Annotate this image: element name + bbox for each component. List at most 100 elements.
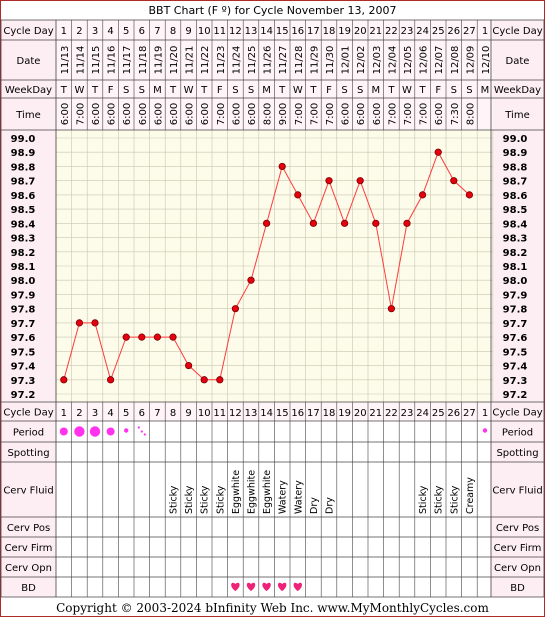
weekday-cell: S [341, 85, 347, 96]
cycle-day-cell-bottom: 2 [76, 408, 82, 419]
cerv-fluid-cell: Sticky [184, 485, 195, 514]
period-medium-dot [106, 427, 115, 436]
cycle-day-cell-bottom: 8 [170, 408, 176, 419]
weekday-cell: S [123, 85, 129, 96]
cycle-day-cell: 7 [154, 26, 160, 37]
cycle-day-cell: 6 [139, 26, 145, 37]
date-cell: 11/26 [263, 46, 274, 75]
temp-label-right: 97.3 [503, 376, 528, 387]
cycle-day-cell: 9 [185, 26, 191, 37]
cycle-day-cell-bottom: 3 [92, 408, 98, 419]
temperature-point [122, 333, 130, 341]
weekday-cell: W [184, 85, 194, 96]
cerv-fluid-cell: Sticky [169, 485, 180, 514]
time-cell: 7:00 [387, 103, 398, 125]
time-label-left: Time [15, 110, 40, 121]
date-cell: 11/16 [107, 46, 118, 75]
cycle-day-label-right: Cycle Day [492, 26, 542, 37]
temperature-point [372, 219, 380, 227]
cycle-day-cell-bottom: 1 [61, 408, 67, 419]
weekday-cell: F [217, 85, 223, 96]
cycle-day-cell-bottom: 5 [123, 408, 129, 419]
weekday-cell: W [74, 85, 84, 96]
time-cell: 6:00 [247, 103, 258, 125]
weekday-cell: T [387, 85, 395, 96]
temperature-point [107, 376, 115, 384]
temperature-point [231, 305, 239, 313]
cerv-fluid-cell: Eggwhite [247, 470, 258, 514]
date-cell: 11/14 [75, 46, 86, 75]
cycle-day-cell-bottom: 10 [198, 408, 211, 419]
time-cell: 6:00 [356, 103, 367, 125]
cycle-day-cell-bottom: 20 [354, 408, 367, 419]
cycle-day-bottom-label-right: Cycle Day [492, 408, 542, 419]
date-cell: 11/19 [153, 46, 164, 75]
temperature-point [60, 376, 68, 384]
cycle-day-cell-bottom: 19 [338, 408, 351, 419]
weekday-label-right: WeekDay [494, 85, 541, 96]
bd-heart-icon [262, 582, 271, 591]
date-cell: 11/18 [138, 46, 149, 75]
cycle-day-cell: 1 [61, 26, 67, 37]
left-label-column-bg [1, 20, 56, 597]
weekday-cell: W [402, 85, 412, 96]
time-cell: 6:00 [200, 103, 211, 125]
cycle-day-cell: 8 [170, 26, 176, 37]
cerv-fluid-label-right: Cerv Fluid [492, 486, 542, 497]
temp-label-right: 97.5 [503, 347, 528, 358]
cycle-day-cell: 1 [482, 26, 488, 37]
date-cell: 11/24 [231, 46, 242, 75]
temperature-point [325, 177, 333, 185]
temp-label-right: 98.7 [503, 177, 528, 188]
temp-label-left: 97.4 [11, 362, 36, 373]
date-cell: 11/30 [325, 46, 336, 75]
cerv-fluid-cell: Dry [309, 497, 320, 514]
cerv-firm-label-left: Cerv Firm [5, 543, 53, 554]
date-cell: 11/28 [294, 46, 305, 75]
cerv-fluid-cell: Sticky [200, 485, 211, 514]
temp-label-right: 98.1 [503, 262, 528, 273]
temp-label-left: 99.0 [11, 134, 36, 145]
cerv-opn-label-left: Cerv Opn [5, 563, 52, 574]
temp-label-right: 98.9 [503, 148, 528, 159]
cycle-day-cell-bottom: 25 [432, 408, 445, 419]
cycle-day-cell-bottom: 11 [213, 408, 226, 419]
date-label-left: Date [17, 56, 41, 67]
temp-label-right: 97.8 [503, 305, 528, 316]
temp-label-left: 97.2 [11, 390, 36, 401]
bd-heart-icon [278, 582, 287, 591]
cycle-day-cell-bottom: 4 [107, 408, 113, 419]
time-cell: 6:00 [122, 103, 133, 125]
time-cell: 7:00 [309, 103, 320, 125]
time-cell: 6:00 [341, 103, 352, 125]
bd-label-right: BD [510, 583, 525, 594]
cycle-day-cell-bottom: 12 [229, 408, 242, 419]
cycle-day-cell: 22 [385, 26, 398, 37]
cycle-day-cell: 16 [291, 26, 304, 37]
temperature-point [418, 191, 427, 199]
temperature-point [75, 319, 84, 327]
temp-label-left: 98.9 [11, 148, 36, 159]
date-cell: 12/06 [419, 46, 430, 75]
temperature-point [138, 333, 146, 341]
date-cell: 12/05 [403, 46, 414, 75]
time-cell: 6:00 [60, 103, 71, 125]
temperature-point [465, 191, 473, 199]
cerv-fluid-cell: Sticky [215, 485, 226, 514]
weekday-cell: T [419, 85, 427, 96]
bd-heart-icon [231, 582, 240, 591]
weekday-cell: M [481, 85, 490, 96]
cycle-day-cell-bottom: 23 [401, 408, 414, 419]
date-cell: 12/01 [341, 46, 352, 75]
time-cell: 6:00 [138, 103, 149, 125]
time-cell: 7:00 [325, 103, 336, 125]
date-cell: 12/02 [356, 46, 367, 75]
date-cell: 11/17 [122, 46, 133, 75]
time-cell: 6:00 [185, 103, 196, 125]
time-cell: 6:00 [231, 103, 242, 125]
weekday-cell: W [293, 85, 303, 96]
weekday-cell: M [262, 85, 271, 96]
temp-label-left: 97.8 [11, 305, 36, 316]
temp-label-left: 98.4 [11, 219, 36, 230]
weekday-cell: S [451, 85, 457, 96]
